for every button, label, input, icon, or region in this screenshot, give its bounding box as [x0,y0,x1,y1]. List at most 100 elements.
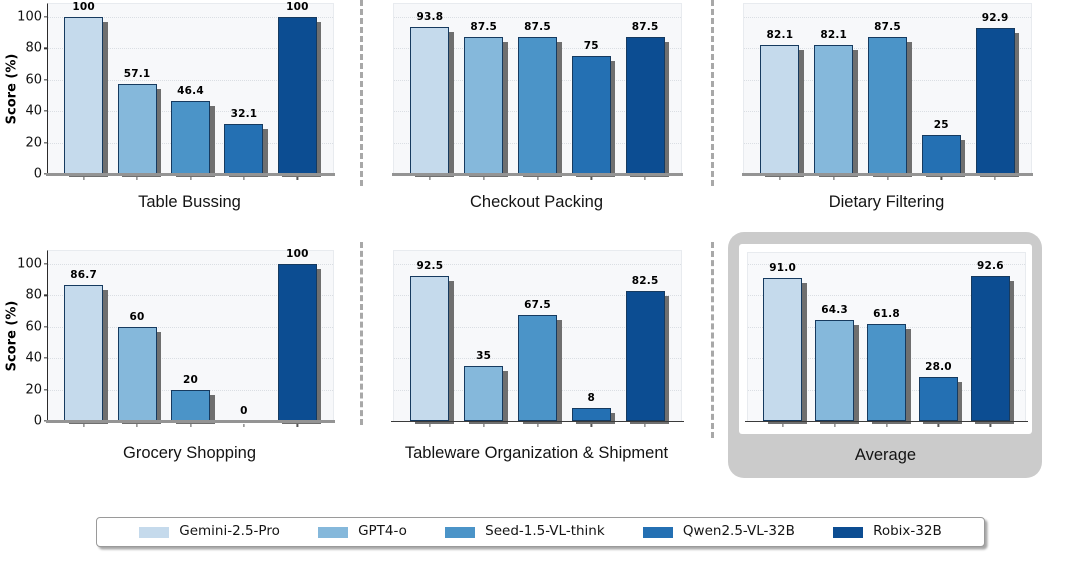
x-tick [429,423,431,427]
bar-value-label: 60 [129,310,145,323]
x-tick [429,176,431,180]
x-tick [296,423,298,427]
gridline [394,295,681,297]
legend-item-robix-32b: Robix-32B [833,525,942,539]
bar-robix-32b [277,264,317,421]
panel-title: Average [854,446,917,464]
bar-value-label: 64.3 [821,304,848,317]
y-tick-label: 20 [25,135,42,151]
bar-gemini-2-5-pro [763,278,803,421]
x-tick [83,423,85,427]
panel-dietary-filtering: 82.1 82.1 87.5 25 92.9 Dietary Filtering [742,3,1033,233]
column-separator [711,0,714,186]
x-tick [885,423,888,427]
legend-label: Qwen2.5-VL-32B [682,523,795,540]
legend-swatch-robix-32b [833,526,864,538]
x-tick [243,176,245,180]
bar-qwen2-5-vl-32b [224,123,264,174]
x-tick [483,423,485,427]
bar-value-label: 82.5 [631,275,659,288]
bar-seed-1-5-vl-think [868,36,907,174]
gridline [748,264,1025,265]
y-tick [44,326,48,328]
plot-area: Score (%) 0 20 40 60 80 100 86.7 60 20 0 100 [5,248,335,428]
legend-item-gpt4-o: GPT4-o [318,525,407,539]
bar-qwen2-5-vl-32b [571,408,611,421]
bar-gemini-2-5-pro [64,284,104,421]
bar-robix-32b [970,275,1010,421]
gridline [394,264,681,265]
x-tick [590,423,592,427]
bar-value-label: 92.9 [981,12,1009,25]
legend-item-seed-1-5-vl-think: Seed-1.5-VL-think [445,525,605,539]
bar-value-label: 75 [583,40,599,53]
x-tick [644,423,646,427]
bar-value-label: 28.0 [925,361,952,374]
legend: Gemini-2.5-Pro GPT4-o Seed-1.5-VL-think … [96,517,985,547]
column-separator [711,242,714,438]
panel-title: Dietary Filtering [828,193,945,211]
bar-gemini-2-5-pro [760,45,800,174]
bar-gpt4-o [464,366,504,421]
x-tick [779,176,781,180]
y-tick-label: 60 [25,319,42,335]
plot-area: Score (%) 0 20 40 60 80 100 100 57.1 46.4 32.1 100 [5,1,335,181]
bar-seed-1-5-vl-think [518,315,557,421]
bar-value-label: 100 [286,248,309,260]
gridline [48,326,333,328]
bar-seed-1-5-vl-think [171,389,210,421]
plot-area: 82.1 82.1 87.5 25 92.9 [742,3,1033,180]
gridline [48,358,333,360]
legend-label: Seed-1.5-VL-think [485,523,605,540]
x-tick [483,176,485,180]
y-tick-label: 80 [25,287,42,303]
legend-swatch-seed-1-5-vl-think [445,526,476,538]
panel-title: Grocery Shopping [123,444,256,462]
bar-value-label: 87.5 [631,20,659,33]
y-tick [44,16,48,18]
plot-area: 93.8 87.5 87.5 75 87.5 [392,3,683,180]
bar-seed-1-5-vl-think [867,323,906,421]
bar-value-label: 32.1 [230,107,258,120]
bar-value-label: 86.7 [70,268,97,281]
gridline [48,17,333,18]
bar-gpt4-o [117,84,157,174]
gridline [394,17,681,18]
plot-area: 92.5 35 67.5 8 82.5 [391,250,684,427]
bar-value-label: 91.0 [769,262,796,275]
x-tick [886,176,889,180]
bar-seed-1-5-vl-think [518,36,557,174]
panel-tableware-organization-shipment: 92.5 35 67.5 8 82.5 Tableware Organization &… [391,250,684,480]
x-tick [782,423,784,427]
gridline [748,295,1025,297]
y-tick [44,110,48,112]
bar-value-label: 46.4 [177,85,204,98]
legend-swatch-qwen2-5-vl-32b [642,526,673,538]
bar-value-label: 61.8 [873,307,900,320]
y-tick-label: 100 [17,9,42,25]
y-tick [44,263,48,265]
gridline [48,264,333,265]
y-tick [44,294,48,297]
panel-title: Table Bussing [138,193,241,211]
x-tick [243,423,245,427]
x-tick [189,176,192,180]
legend-swatch-gpt4-o [318,526,349,538]
panel-title: Tableware Organization & Shipment [404,444,669,462]
y-tick [44,173,48,175]
bar-qwen2-5-vl-32b [921,134,961,174]
x-tick [536,176,539,180]
legend-item-gemini-2-5-pro: Gemini-2.5-Pro [139,525,280,539]
bar-robix-32b [625,36,665,174]
x-tick [994,176,996,180]
column-separator [360,242,363,425]
plot-area: 91.0 64.3 61.8 28.0 92.6 [745,252,1028,427]
legend-label: GPT4-o [358,523,407,540]
bar-value-label: 82.1 [820,29,848,42]
x-tick [536,423,539,427]
y-tick [44,357,48,359]
y-tick [44,79,48,81]
bar-gpt4-o [464,36,504,174]
bar-value-label: 87.5 [470,20,498,33]
